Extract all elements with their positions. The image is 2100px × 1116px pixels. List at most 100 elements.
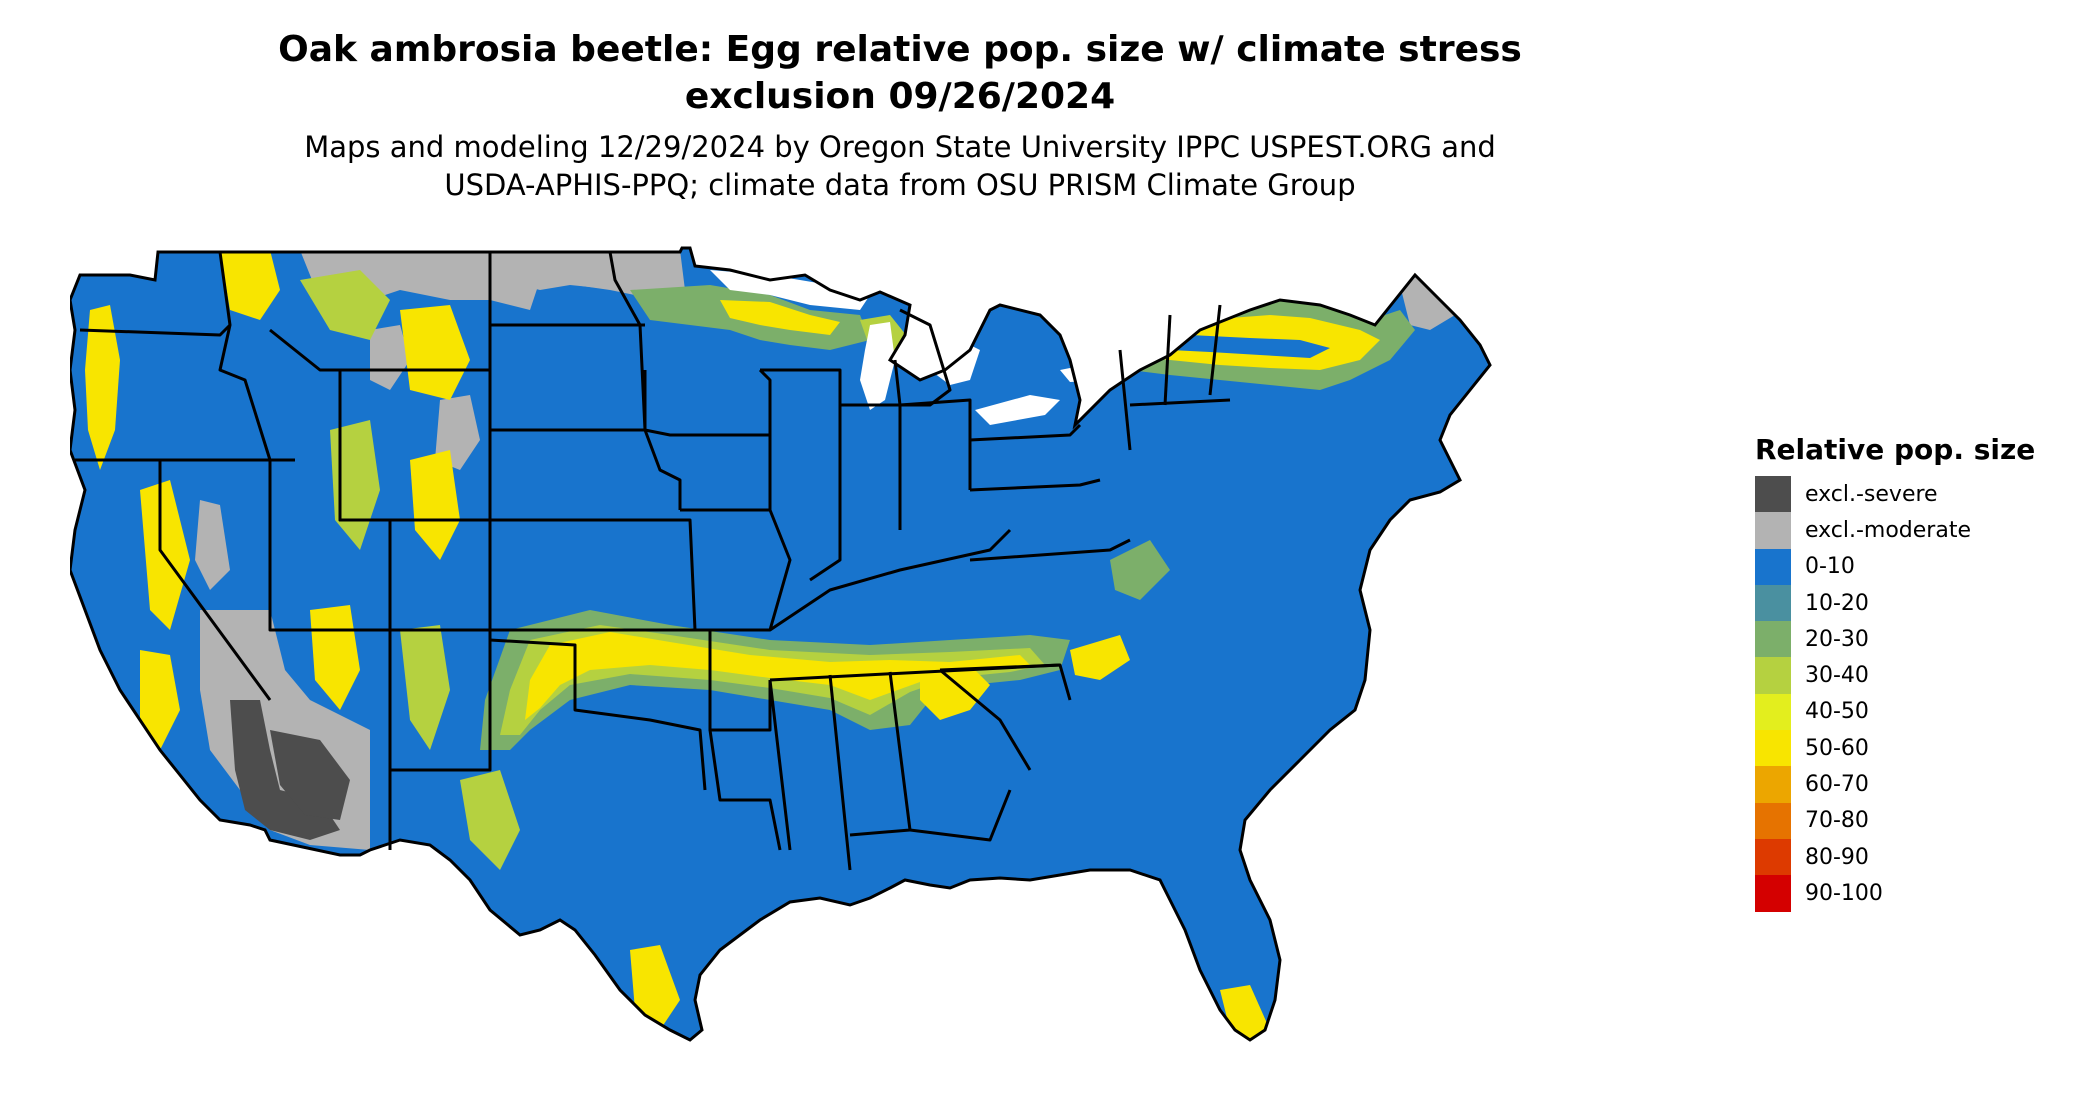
title-line-2: exclusion 09/26/2024 xyxy=(684,76,1116,117)
legend-label: 50-60 xyxy=(1805,735,1869,761)
legend-item: 20-30 xyxy=(1755,621,2035,658)
map-legend: Relative pop. size excl.-severe excl.-mod… xyxy=(1755,432,2035,912)
lake-erie xyxy=(975,395,1060,425)
ohio-pa-border xyxy=(899,398,972,490)
kansas-box xyxy=(490,518,697,631)
state-borders xyxy=(75,251,1231,871)
texas-ok-border xyxy=(489,638,707,791)
legend-item: 90-100 xyxy=(1755,875,2035,912)
idaho-border xyxy=(218,251,272,461)
legend-label: 30-40 xyxy=(1805,663,1869,689)
utah-yellow xyxy=(330,420,380,550)
legend-label: 10-20 xyxy=(1805,590,1869,616)
legend-swatch xyxy=(1755,584,1791,622)
title-line-1: Oak ambrosia beetle: Egg relative pop. s… xyxy=(278,29,1522,70)
legend-swatch xyxy=(1755,875,1791,912)
north-dakota-exclusion xyxy=(490,250,685,292)
nc-sc-border xyxy=(939,663,1072,701)
legend-item: 40-50 xyxy=(1755,693,2035,731)
montana-south-border xyxy=(269,328,490,372)
legend-item: excl.-severe xyxy=(1755,476,2035,513)
legend-swatch xyxy=(1755,693,1791,731)
legend-swatch xyxy=(1755,476,1791,513)
wyoming-exclusion xyxy=(370,325,410,390)
legend-item: 10-20 xyxy=(1755,584,2035,622)
idaho-montana-yellow xyxy=(300,270,390,340)
us-map xyxy=(70,246,1492,1042)
legend-swatch xyxy=(1755,838,1791,876)
legend-item: 50-60 xyxy=(1755,730,2035,767)
legend-label: 20-30 xyxy=(1805,626,1869,652)
legend-label: excl.-moderate xyxy=(1805,517,1971,543)
pa-south-border xyxy=(969,478,1101,492)
pa-ny-border xyxy=(969,423,1082,442)
iowa-box xyxy=(643,368,772,437)
nebraska-box xyxy=(490,428,682,510)
new-mexico-yellow xyxy=(400,625,450,750)
legend-title: Relative pop. size xyxy=(1755,433,2036,466)
texas-coast-yellow xyxy=(630,945,680,1030)
nevada-exclusion xyxy=(195,500,230,590)
utah-box xyxy=(268,460,392,632)
wyoming-box xyxy=(338,370,492,522)
arkansas-box xyxy=(708,630,772,732)
legend-swatch xyxy=(1755,548,1791,585)
great-lakes-yellow xyxy=(720,300,840,335)
legend-item: 70-80 xyxy=(1755,802,2035,839)
legend-label: 80-90 xyxy=(1805,844,1869,870)
legend-swatch xyxy=(1755,802,1791,839)
michigan-outline xyxy=(893,308,952,407)
missouri-box xyxy=(680,435,792,632)
map-title: Oak ambrosia beetle: Egg relative pop. s… xyxy=(180,26,1620,120)
legend-items: excl.-severe excl.-moderate 0-10 10-20 20-30… xyxy=(1755,476,2035,912)
virginia-nc-border xyxy=(969,538,1131,562)
southern-band-yellow xyxy=(525,632,1030,720)
legend-item: excl.-moderate xyxy=(1755,512,2035,549)
texas-west-yellow xyxy=(460,770,520,870)
southern-appalachian-yellow xyxy=(920,665,990,720)
lake-ontario xyxy=(1060,360,1130,382)
southern-california-yellow xyxy=(140,650,180,750)
subtitle-line-1: Maps and modeling 12/29/2024 by Oregon S… xyxy=(304,130,1496,164)
subtitle-line-2: USDA-APHIS-PPQ; climate data from OSU PR… xyxy=(444,168,1356,202)
legend-swatch xyxy=(1755,657,1791,694)
north-carolina-yellow xyxy=(1070,635,1130,680)
wyoming-yellow xyxy=(400,305,470,400)
mississippi-alabama-border xyxy=(768,674,852,871)
louisiana-border xyxy=(708,729,782,851)
massachusetts-border xyxy=(1129,398,1231,407)
blue-ridge-green xyxy=(1110,540,1170,600)
legend-swatch xyxy=(1755,730,1791,767)
nevada-border xyxy=(158,460,272,701)
georgia-florida-border xyxy=(909,789,1012,842)
northeast-blue-interior xyxy=(1150,335,1330,358)
legend-item: 80-90 xyxy=(1755,838,2035,876)
illinois-indiana-border xyxy=(809,370,842,582)
legend-label: excl.-severe xyxy=(1805,481,1938,507)
lake-michigan xyxy=(860,322,895,410)
maine-exclusion xyxy=(1400,275,1455,330)
arizona-severe-exclusion xyxy=(270,730,350,820)
legend-item: 30-40 xyxy=(1755,657,2035,694)
legend-swatch xyxy=(1755,512,1791,549)
legend-label: 0-10 xyxy=(1805,554,1855,580)
colorado-yellow xyxy=(410,450,460,560)
georgia-sc-border xyxy=(939,668,1032,771)
northern-rockies-yellow xyxy=(220,250,280,320)
legend-swatch xyxy=(1755,621,1791,658)
legend-label: 60-70 xyxy=(1805,772,1869,798)
legend-label: 40-50 xyxy=(1805,699,1869,725)
nh-maine-border xyxy=(1208,304,1222,396)
lake-superior xyxy=(710,270,870,310)
nm-tx-border xyxy=(390,630,492,772)
ny-new-england-border xyxy=(1118,349,1132,451)
great-lakes xyxy=(710,270,1130,425)
cascades-yellow xyxy=(85,305,120,470)
legend-swatch xyxy=(1755,766,1791,803)
kentucky-tn-border xyxy=(769,528,1012,632)
map-subtitle: Maps and modeling 12/29/2024 by Oregon S… xyxy=(180,128,1620,204)
legend-label: 70-80 xyxy=(1805,808,1869,834)
legend-label: 90-100 xyxy=(1805,880,1883,906)
vermont-nh-border xyxy=(1163,314,1172,406)
legend-item: 0-10 xyxy=(1755,548,2035,585)
